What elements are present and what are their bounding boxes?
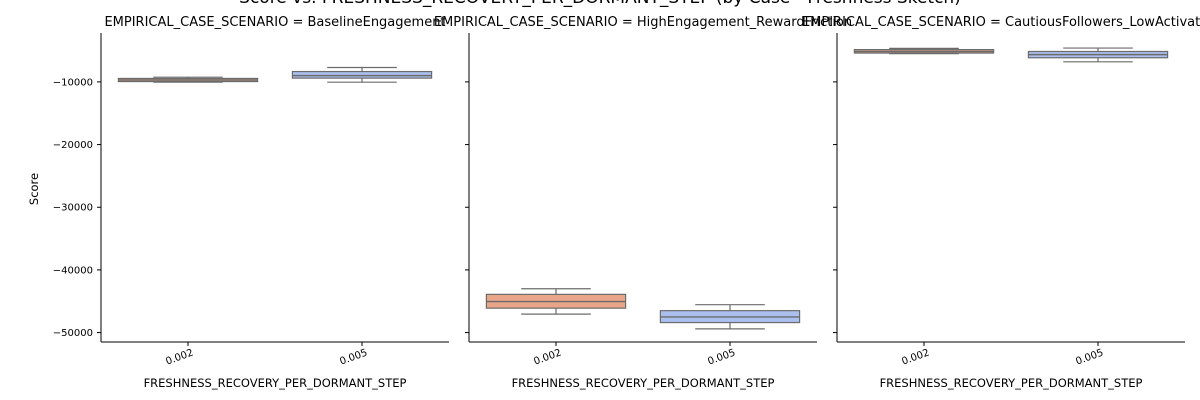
- panel-title: EMPIRICAL_CASE_SCENARIO = BaselineEngage…: [104, 15, 445, 30]
- x-axis-label: FRESHNESS_RECOVERY_PER_DORMANT_STEP: [144, 376, 407, 390]
- x-tick-label: 0.005: [1074, 347, 1105, 367]
- chart-panel: EMPIRICAL_CASE_SCENARIO = CautiousFollow…: [802, 15, 1200, 390]
- box-0_002: [117, 76, 259, 83]
- x-tick-label: 0.002: [532, 347, 563, 367]
- box-0_005: [1027, 47, 1169, 63]
- x-tick-label: 0.002: [164, 347, 195, 367]
- x-axis-label: FRESHNESS_RECOVERY_PER_DORMANT_STEP: [512, 376, 775, 390]
- box-0_005: [291, 66, 433, 83]
- panel-title: EMPIRICAL_CASE_SCENARIO = HighEngagement…: [434, 15, 852, 30]
- chart-panel: EMPIRICAL_CASE_SCENARIO = BaselineEngage…: [53, 15, 449, 390]
- y-tick-label: −40000: [53, 265, 93, 276]
- y-tick-label: −10000: [53, 77, 93, 88]
- box-0_002: [853, 47, 995, 55]
- y-axis-label: Score: [27, 173, 41, 205]
- panel-title: EMPIRICAL_CASE_SCENARIO = CautiousFollow…: [802, 15, 1200, 30]
- chart-panel: EMPIRICAL_CASE_SCENARIO = HighEngagement…: [434, 15, 852, 390]
- box-0_002: [485, 288, 627, 315]
- x-tick-label: 0.005: [338, 347, 369, 367]
- chart-title: Score vs. FRESHNESS_RECOVERY_PER_DORMANT…: [239, 0, 961, 8]
- y-tick-label: −30000: [53, 203, 93, 214]
- box-body: [291, 70, 433, 79]
- box-0_005: [659, 304, 801, 330]
- chart-panels: EMPIRICAL_CASE_SCENARIO = BaselineEngage…: [53, 15, 1200, 390]
- y-tick-label: −50000: [53, 328, 93, 339]
- x-tick-label: 0.005: [706, 347, 737, 367]
- y-tick-label: −20000: [53, 140, 93, 151]
- x-tick-label: 0.002: [900, 347, 931, 367]
- x-axis-label: FRESHNESS_RECOVERY_PER_DORMANT_STEP: [880, 376, 1143, 390]
